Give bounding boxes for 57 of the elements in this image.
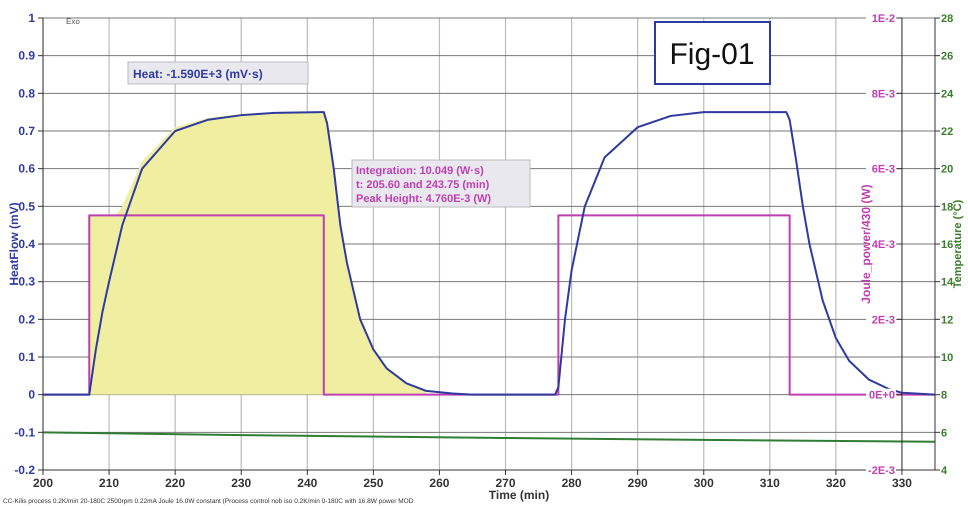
x-tick-label: 280 xyxy=(562,476,582,490)
y-tick-label: 0.9 xyxy=(18,48,36,63)
y-tick-label: -0.2 xyxy=(14,463,36,477)
x-tick-label: 210 xyxy=(99,476,120,490)
y2-tick-label: 1E-2 xyxy=(872,13,895,25)
y3-tick-label: 20 xyxy=(941,164,954,176)
y3-tick-label: 6 xyxy=(941,427,948,440)
x-tick-label: 290 xyxy=(628,476,648,490)
x-tick-label: 250 xyxy=(363,476,384,490)
y-tick-label: 0.1 xyxy=(18,350,36,364)
annotation: Heat: -1.590E+3 (mV·s) xyxy=(133,67,263,81)
y-tick-label: 0.2 xyxy=(18,312,36,326)
y3-tick-label: 26 xyxy=(941,50,954,63)
x-axis-title: Time (min) xyxy=(488,488,550,502)
y2-axis-title: Joule_power/430 (W) xyxy=(859,184,873,304)
y-tick-label: 0.7 xyxy=(18,124,36,138)
y-tick-label: 0.6 xyxy=(18,162,36,176)
y3-tick-label: 16 xyxy=(941,239,954,251)
annotation: Integration: 10.049 (W·s) xyxy=(356,165,484,177)
y3-tick-label: 4 xyxy=(941,465,948,477)
x-tick-label: 270 xyxy=(496,476,516,490)
y-tick-label: -0.1 xyxy=(14,425,36,440)
x-tick-label: 240 xyxy=(297,476,318,490)
x-tick-label: 220 xyxy=(165,476,186,490)
x-tick-label: 300 xyxy=(694,476,714,490)
y2-tick-label: 8E-3 xyxy=(872,88,895,100)
y3-axis-title: Temperature (°C) xyxy=(952,199,964,288)
y-tick-label: 0.8 xyxy=(18,86,36,100)
y3-tick-label: 18 xyxy=(941,201,954,214)
annotation: Exo xyxy=(66,17,80,26)
x-tick-label: 320 xyxy=(826,476,846,490)
x-tick-label: 200 xyxy=(32,476,54,490)
y2-tick-label: 2E-3 xyxy=(872,314,895,326)
y3-tick-label: 8 xyxy=(941,390,948,402)
annotation: Fig-01 xyxy=(669,38,755,71)
line-series xyxy=(42,431,936,443)
y3-tick-label: 14 xyxy=(941,276,954,289)
x-tick-label: 310 xyxy=(760,476,780,490)
annotation: t: 205.60 and 243.75 (min) xyxy=(356,179,490,191)
y3-tick-label: 12 xyxy=(941,314,954,326)
y2-tick-label: 0E+0 xyxy=(868,390,895,402)
y-tick-label: 0.4 xyxy=(18,237,36,251)
y3-tick-label: 24 xyxy=(941,88,954,100)
y-tick-label: 1 xyxy=(28,11,36,25)
y-tick-label: 0.3 xyxy=(18,274,36,289)
x-tick-label: 260 xyxy=(429,476,450,490)
y-tick-label: 0.5 xyxy=(18,199,36,214)
y2-tick-label: -2E-3 xyxy=(868,465,895,477)
y2-tick-label: 6E-3 xyxy=(872,164,895,176)
y2-tick-label: 4E-3 xyxy=(872,239,895,251)
y3-tick-label: 28 xyxy=(941,13,954,25)
y3-tick-label: 10 xyxy=(941,352,954,364)
x-tick-label: 330 xyxy=(892,476,912,490)
y-tick-label: 0 xyxy=(28,388,36,402)
y3-tick-label: 22 xyxy=(941,126,954,138)
annotation: Peak Height: 4.760E-3 (W) xyxy=(356,193,492,205)
x-tick-label: 230 xyxy=(231,476,252,490)
